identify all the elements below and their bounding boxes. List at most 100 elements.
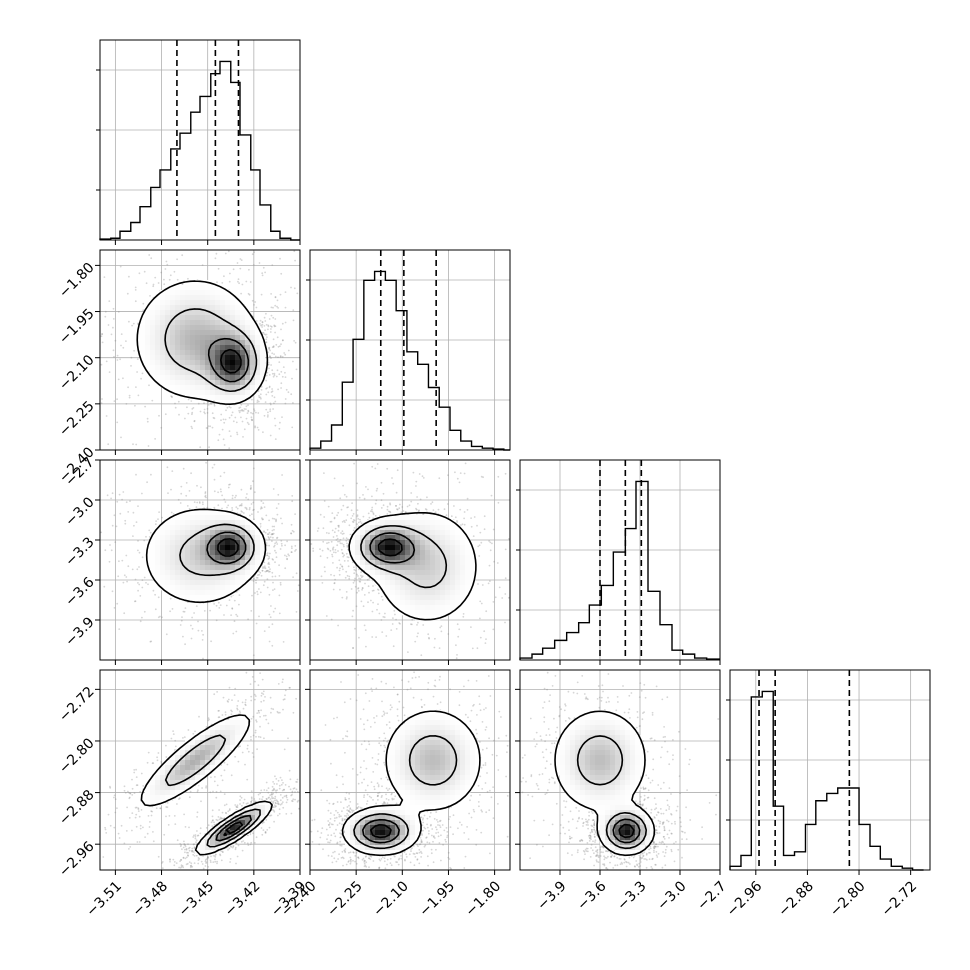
sample-point bbox=[260, 389, 263, 391]
density-cell bbox=[235, 345, 241, 351]
sample-point bbox=[447, 474, 449, 477]
sample-point bbox=[271, 369, 274, 372]
density-cell bbox=[180, 290, 186, 296]
density-cell bbox=[165, 375, 171, 381]
sample-point bbox=[353, 462, 355, 465]
sample-point bbox=[136, 371, 139, 373]
sample-point bbox=[240, 488, 243, 491]
density-cell bbox=[225, 315, 231, 321]
density-cell bbox=[255, 345, 261, 351]
density-cell bbox=[185, 580, 191, 586]
sample-point bbox=[279, 355, 282, 358]
density-cell bbox=[225, 295, 231, 301]
density-cell bbox=[225, 540, 231, 546]
sample-point bbox=[282, 366, 285, 368]
sample-point bbox=[476, 524, 478, 527]
sample-point bbox=[281, 522, 283, 525]
density-cell bbox=[235, 580, 241, 586]
density-cell bbox=[190, 550, 196, 556]
sample-point bbox=[332, 536, 335, 538]
sample-point bbox=[158, 511, 161, 513]
sample-point bbox=[280, 540, 283, 542]
density-cell bbox=[170, 375, 176, 381]
sample-point bbox=[267, 563, 269, 565]
density-cell bbox=[145, 355, 151, 361]
sample-point bbox=[260, 574, 263, 577]
density-cell bbox=[215, 325, 221, 331]
sample-point bbox=[197, 629, 200, 632]
sample-point bbox=[182, 635, 184, 638]
density-cell bbox=[165, 545, 171, 551]
sample-point bbox=[240, 416, 242, 419]
density-cell bbox=[170, 560, 176, 566]
density-cell bbox=[160, 375, 166, 381]
sample-point bbox=[494, 596, 497, 599]
density-cell bbox=[160, 325, 166, 331]
density-cell bbox=[210, 520, 216, 526]
sample-point bbox=[201, 639, 204, 641]
sample-point bbox=[456, 521, 458, 523]
sample-point bbox=[415, 507, 417, 510]
sample-point bbox=[504, 621, 506, 624]
sample-point bbox=[264, 329, 266, 332]
sample-point bbox=[406, 505, 409, 508]
density-cell bbox=[150, 305, 156, 311]
sample-point bbox=[278, 594, 281, 597]
density-cell bbox=[225, 585, 231, 591]
sample-point bbox=[341, 552, 344, 555]
sample-point bbox=[352, 521, 355, 524]
sample-point bbox=[272, 338, 275, 341]
density-cell bbox=[220, 525, 226, 531]
density-cell bbox=[195, 560, 201, 566]
sample-point bbox=[260, 385, 263, 388]
sample-point bbox=[418, 473, 421, 475]
sample-point bbox=[251, 412, 254, 415]
sample-point bbox=[248, 293, 251, 296]
density-cell bbox=[235, 310, 241, 316]
sample-point bbox=[391, 623, 394, 625]
density-cell bbox=[165, 570, 171, 576]
sample-point bbox=[143, 539, 146, 542]
sample-point bbox=[263, 414, 266, 417]
density-cell bbox=[175, 325, 181, 331]
density-cell bbox=[170, 565, 176, 571]
sample-point bbox=[206, 412, 209, 414]
sample-point bbox=[269, 331, 272, 333]
sample-point bbox=[490, 494, 493, 497]
sample-point bbox=[135, 521, 138, 523]
sample-point bbox=[157, 282, 160, 284]
sample-point bbox=[374, 467, 377, 470]
histogram-step bbox=[729, 690, 924, 871]
density-cell bbox=[140, 350, 146, 356]
sample-point bbox=[361, 587, 364, 589]
sample-point bbox=[326, 542, 328, 545]
sample-point bbox=[431, 501, 434, 504]
density-cell bbox=[225, 360, 231, 366]
density-cell bbox=[155, 565, 161, 571]
sample-point bbox=[292, 530, 295, 533]
contour-panel-3-1 bbox=[99, 459, 301, 661]
sample-point bbox=[346, 542, 348, 545]
density-cell bbox=[190, 320, 196, 326]
density-cell bbox=[195, 525, 201, 531]
sample-point bbox=[356, 573, 358, 576]
sample-point bbox=[331, 512, 334, 514]
sample-point bbox=[100, 335, 103, 338]
density-cell bbox=[165, 525, 171, 531]
sample-point bbox=[154, 523, 157, 526]
sample-point bbox=[389, 511, 392, 514]
sample-point bbox=[263, 506, 266, 508]
sample-point bbox=[375, 499, 378, 502]
sample-point bbox=[359, 520, 362, 523]
sample-point bbox=[269, 408, 272, 411]
sample-point bbox=[273, 353, 275, 355]
density-cell bbox=[170, 345, 176, 351]
sample-point bbox=[251, 299, 254, 302]
sample-point bbox=[270, 326, 273, 328]
density-cell bbox=[200, 520, 206, 526]
density-cell bbox=[160, 300, 166, 306]
sample-point bbox=[255, 581, 257, 584]
sample-point bbox=[191, 413, 193, 416]
sample-point bbox=[261, 272, 264, 275]
